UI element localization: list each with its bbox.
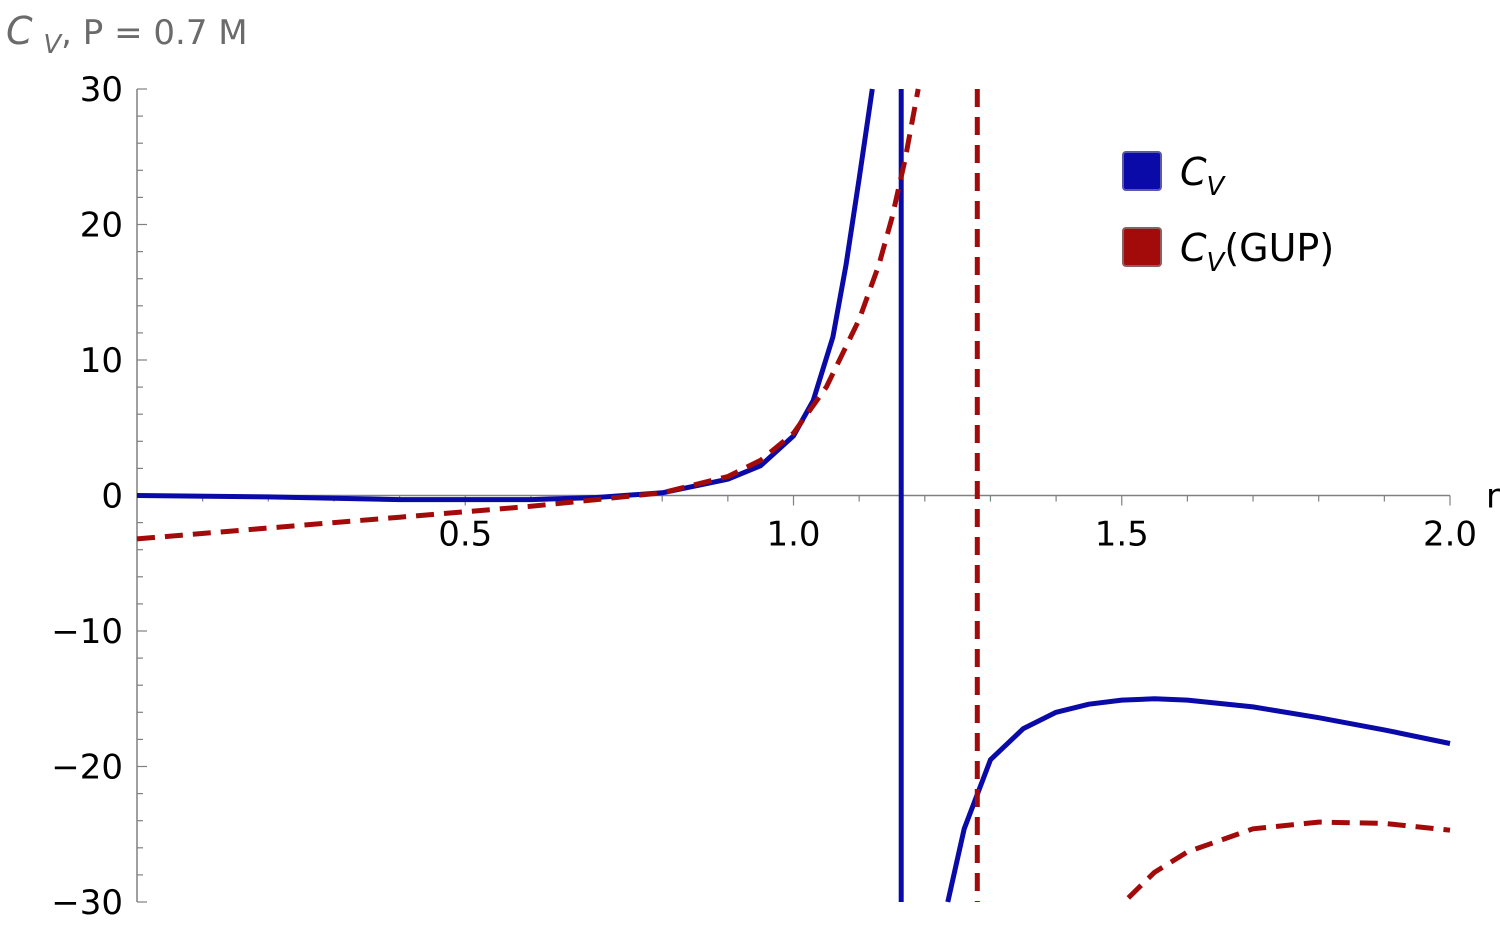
y-axis-title-symbol: C <box>6 9 33 53</box>
legend-item-cv-gup: CV(GUP) <box>1122 226 1334 278</box>
legend-label-cv-symbol: C <box>1180 150 1207 194</box>
legend-label-cv-gup: CV(GUP) <box>1180 226 1334 278</box>
series-cv <box>136 88 1451 903</box>
y-tick-label: −30 <box>51 883 123 923</box>
series-cv-gup <box>136 88 1451 902</box>
legend-label-cv-gup-suffix: (GUP) <box>1224 226 1334 270</box>
series-line-segment <box>136 88 921 542</box>
y-axis-title-rest: , P = 0.7 M <box>61 13 247 53</box>
x-tick-label: 2.0 <box>1423 515 1477 555</box>
x-tick-label: 1.5 <box>1095 515 1149 555</box>
legend-label-cv-sub: V <box>1207 172 1227 202</box>
y-tick-label: −10 <box>51 612 123 652</box>
x-tick-label: 1.0 <box>766 515 820 555</box>
legend-label-cv-gup-sub: V <box>1207 248 1227 278</box>
y-tick-label: 30 <box>80 70 123 110</box>
legend-label-cv-gup-symbol: C <box>1180 226 1207 270</box>
y-tick-label: −20 <box>51 748 123 788</box>
axes: 0.5 1.0 1.5 2.0r −30 −20 −10 0 10 20 30 <box>51 70 1500 923</box>
x-tick-label: 0.5 <box>438 515 492 555</box>
legend: CV CV(GUP) <box>1122 150 1334 278</box>
y-axis-title: C V, P = 0.7 M <box>6 9 248 60</box>
series-line-segment <box>136 88 875 503</box>
series-layer <box>136 88 1451 903</box>
y-tick-label: 10 <box>80 341 123 381</box>
y-tick-label: 20 <box>80 206 123 246</box>
legend-label-cv: CV <box>1180 150 1227 202</box>
legend-swatch-cv <box>1122 151 1162 191</box>
series-line-segment <box>1126 819 1451 900</box>
series-line-segment <box>945 696 1451 903</box>
y-tick-label: 0 <box>101 477 123 517</box>
y-axis-title-sub: V <box>43 30 63 60</box>
legend-swatch-cv-gup <box>1122 227 1162 267</box>
x-axis-label: r <box>1486 477 1500 517</box>
legend-item-cv: CV <box>1122 150 1227 202</box>
